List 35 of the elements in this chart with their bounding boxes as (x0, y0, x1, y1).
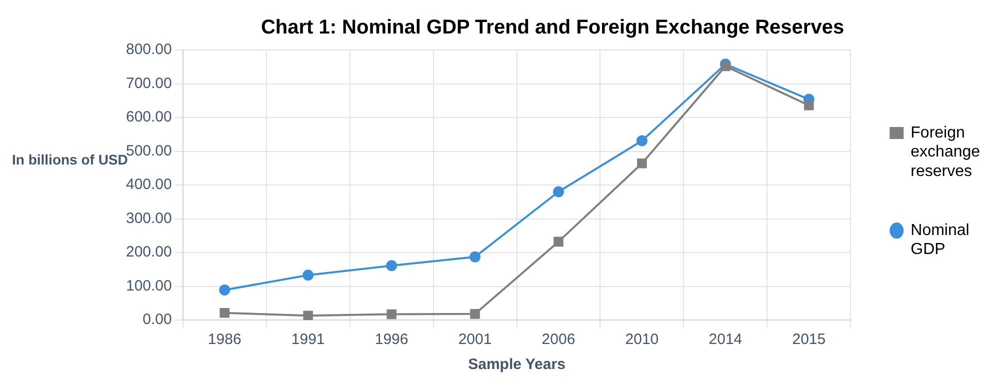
y-tick-label: 200.00 (126, 244, 172, 261)
point (302, 270, 314, 281)
x-tick-label: 1996 (374, 331, 408, 348)
legend-label: Nominal GDP (910, 222, 970, 258)
y-tick-label: 0.00 (142, 311, 172, 328)
x-tick-label: 2010 (625, 331, 659, 348)
point (720, 61, 730, 72)
legend-label: Foreign exchange reserves (910, 124, 980, 180)
y-tick-label: 300.00 (126, 210, 172, 227)
x-tick-label: 1991 (291, 331, 325, 348)
x-tick-label: 2006 (542, 331, 576, 348)
point (470, 251, 481, 262)
y-tick-label: 700.00 (126, 74, 172, 92)
point (470, 309, 480, 319)
point (386, 260, 398, 272)
point (386, 309, 396, 320)
y-tick-label: 800.00 (126, 41, 172, 58)
point (219, 284, 230, 296)
y-tick-label: 600.00 (126, 108, 172, 126)
x-tick-label: 2015 (792, 331, 826, 348)
point (553, 186, 564, 198)
y-axis-title: In billions of USD (12, 152, 128, 168)
x-axis-title: Sample Years (468, 356, 566, 374)
point (220, 308, 230, 318)
y-tick-label: 100.00 (126, 277, 172, 294)
point (554, 236, 564, 247)
x-tick-label: 1986 (208, 331, 242, 348)
x-tick-label: 2001 (458, 331, 492, 348)
point (303, 310, 313, 320)
x-tick-label: 2014 (708, 331, 742, 348)
chart-title: Chart 1: Nominal GDP Trend and Foreign Exchange Reserves (260, 16, 844, 39)
y-tick-label: 400.00 (126, 176, 172, 194)
point (636, 135, 648, 146)
point (804, 100, 814, 110)
point (637, 158, 647, 168)
